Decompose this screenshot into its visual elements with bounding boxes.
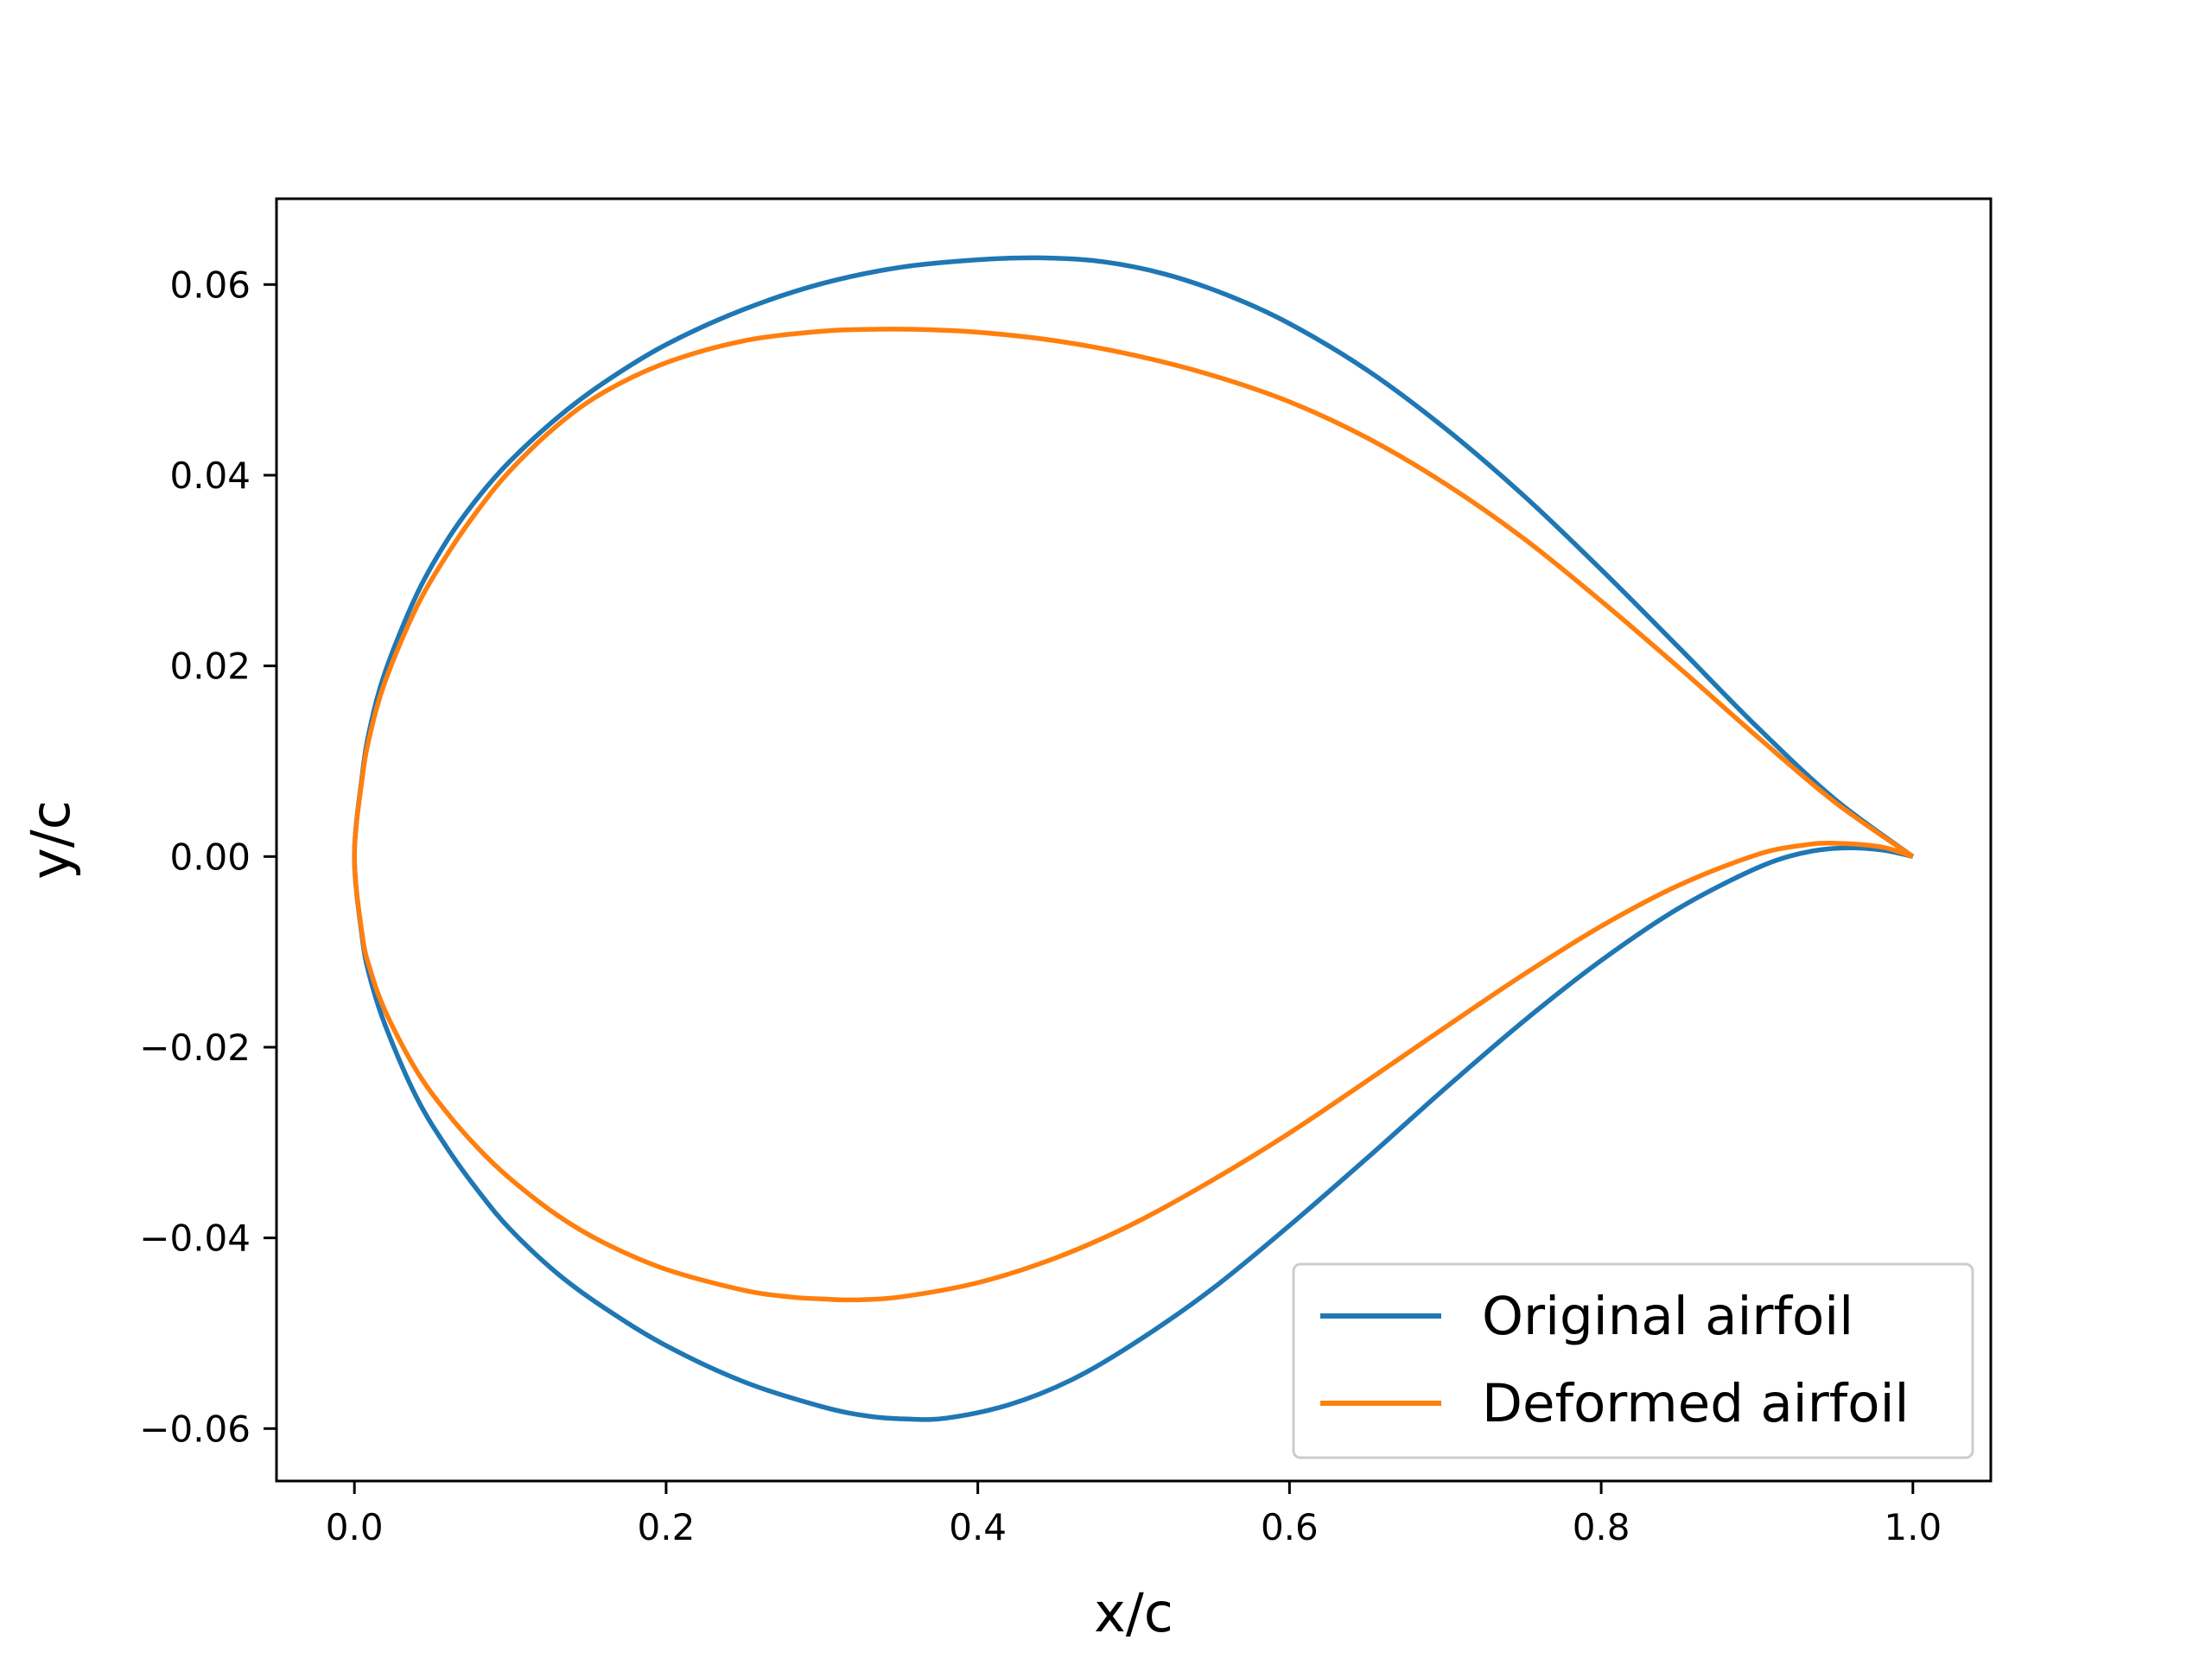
legend-label-deformed: Deformed airfoil xyxy=(1482,1373,1909,1434)
series-line-deformed xyxy=(352,327,1915,1303)
x-tick-label: 0.0 xyxy=(326,1506,384,1548)
y-axis-label: y/c xyxy=(19,800,82,880)
x-axis-ticks: 0.0 0.2 0.4 0.6 0.8 1.0 xyxy=(326,1481,1942,1548)
x-tick-label: 0.4 xyxy=(949,1506,1007,1548)
x-tick-label: 1.0 xyxy=(1884,1506,1942,1548)
y-tick-label: −0.04 xyxy=(139,1217,251,1260)
y-axis-ticks: 0.06 0.04 0.02 0.00 −0.02 −0.04 −0.06 xyxy=(139,264,276,1450)
y-tick-label: 0.00 xyxy=(169,836,251,878)
legend-label-original: Original airfoil xyxy=(1482,1286,1853,1347)
y-tick-label: 0.06 xyxy=(169,264,251,306)
x-tick-label: 0.6 xyxy=(1261,1506,1319,1548)
y-tick-label: 0.02 xyxy=(169,645,251,688)
y-tick-label: −0.02 xyxy=(139,1027,251,1069)
legend-box xyxy=(1292,1262,1974,1459)
legend: Original airfoil Deformed airfoil xyxy=(1292,1262,1974,1459)
x-tick-label: 0.8 xyxy=(1573,1506,1630,1548)
plot-lines xyxy=(352,255,1915,1422)
y-tick-label: −0.06 xyxy=(139,1408,251,1450)
x-axis-label: x/c xyxy=(1094,1581,1173,1644)
plot-frame xyxy=(275,197,1993,1483)
y-tick-label: 0.04 xyxy=(169,454,251,497)
x-tick-label: 0.2 xyxy=(638,1506,696,1548)
